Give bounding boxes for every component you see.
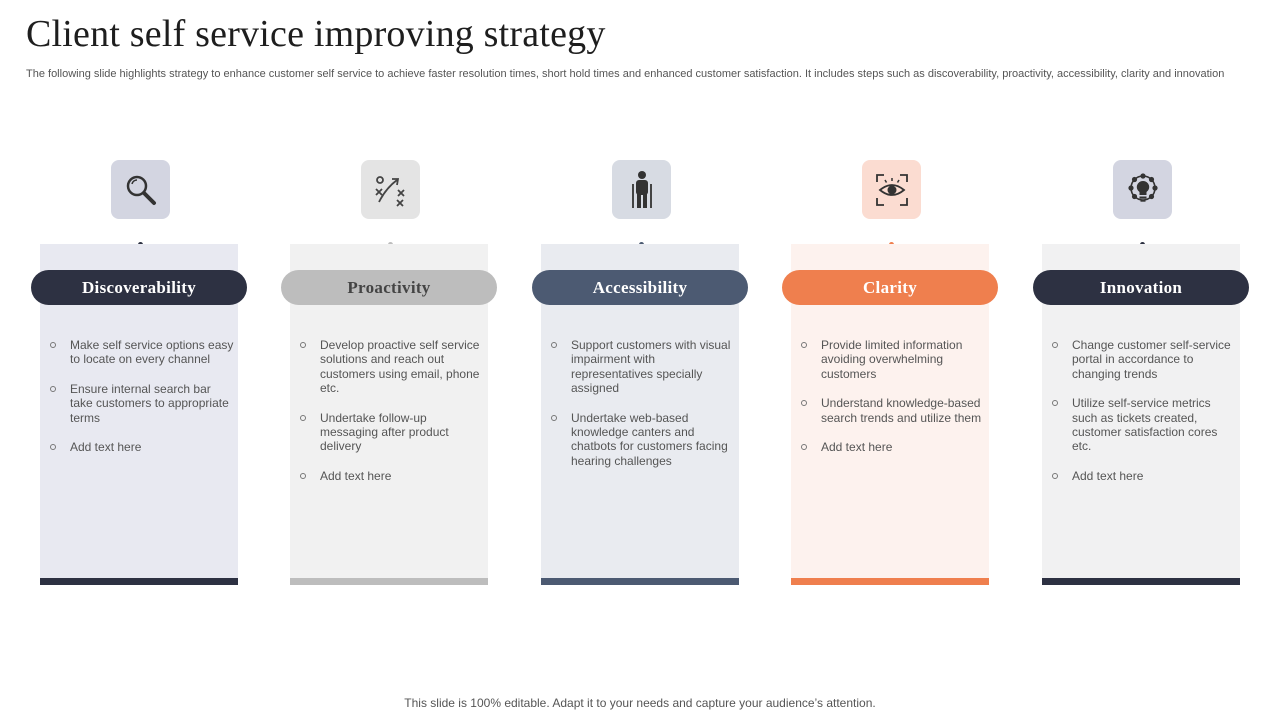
bullet-item: Utilize self-service metrics such as tic… (1051, 396, 1241, 454)
bullet-circle-icon (801, 342, 807, 348)
strategy-play-icon (374, 175, 405, 207)
bullet-list: Make self service options easy to locate… (49, 338, 239, 469)
bullet-circle-icon (50, 385, 56, 392)
bullet-circle-icon (300, 414, 306, 421)
column-discoverability: 01 Discoverability Make self service opt… (31, 160, 249, 590)
bullet-circle-icon (801, 444, 807, 451)
bullet-item: Undertake web-based knowledge canters an… (550, 411, 740, 469)
bullet-item: Make self service options easy to locate… (49, 338, 239, 367)
bullet-circle-icon (801, 400, 807, 407)
lightbulb-network-icon (1127, 172, 1158, 202)
column-label: Clarity (782, 270, 998, 305)
bullet-item: Provide limited information avoiding ove… (800, 338, 990, 381)
icon-box (862, 160, 921, 219)
bullet-circle-icon (50, 444, 56, 451)
bullet-item: Undertake follow-up messaging after prod… (299, 411, 489, 454)
magnifier-icon (126, 175, 156, 205)
base-bar (791, 578, 989, 585)
bullet-circle-icon (1052, 342, 1058, 348)
base-bar (290, 578, 488, 585)
eye-focus-icon (875, 173, 908, 206)
bullet-list: Develop proactive self service solutions… (299, 338, 489, 498)
bullet-item: Add text here (49, 440, 239, 454)
base-bar (1042, 578, 1240, 585)
bullet-circle-icon (1052, 400, 1058, 407)
bullet-item: Add text here (299, 469, 489, 483)
bullet-item: Add text here (800, 440, 990, 454)
column-proactivity: 02 Proactivity Develop proactive self se… (281, 160, 499, 590)
bullet-list: Change customer self-service portal in a… (1051, 338, 1241, 498)
bullet-item: Develop proactive self service solutions… (299, 338, 489, 396)
bullet-circle-icon (300, 472, 306, 479)
person-crutches-icon (631, 170, 652, 208)
page-subtitle: The following slide highlights strategy … (26, 68, 1225, 80)
bullet-item: Understand knowledge-based search trends… (800, 396, 990, 425)
bullet-item: Support customers with visual impairment… (550, 338, 740, 396)
column-label: Innovation (1033, 270, 1249, 305)
column-label: Discoverability (31, 270, 247, 305)
icon-box (111, 160, 170, 219)
column-innovation: 05 Innovation Change customer self-servi… (1033, 160, 1251, 590)
bullet-circle-icon (551, 414, 557, 421)
page-title: Client self service improving strategy (26, 13, 606, 55)
column-label: Proactivity (281, 270, 497, 305)
column-label: Accessibility (532, 270, 748, 305)
bullet-list: Provide limited information avoiding ove… (800, 338, 990, 469)
footer-note: This slide is 100% editable. Adapt it to… (404, 696, 876, 710)
bullet-item: Change customer self-service portal in a… (1051, 338, 1241, 381)
bullet-item: Ensure internal search bar take customer… (49, 382, 239, 425)
base-bar (40, 578, 238, 585)
bullet-list: Support customers with visual impairment… (550, 338, 740, 483)
bullet-item: Add text here (1051, 469, 1241, 483)
bullet-circle-icon (1052, 472, 1058, 479)
icon-box (361, 160, 420, 219)
column-clarity: 04 Clarity Provide limited information a… (782, 160, 1000, 590)
base-bar (541, 578, 739, 585)
column-accessibility: 03 Accessibility Support customers with … (532, 160, 750, 590)
bullet-circle-icon (50, 342, 56, 348)
icon-box (612, 160, 671, 219)
bullet-circle-icon (551, 342, 557, 348)
bullet-circle-icon (300, 342, 306, 348)
icon-box (1113, 160, 1172, 219)
